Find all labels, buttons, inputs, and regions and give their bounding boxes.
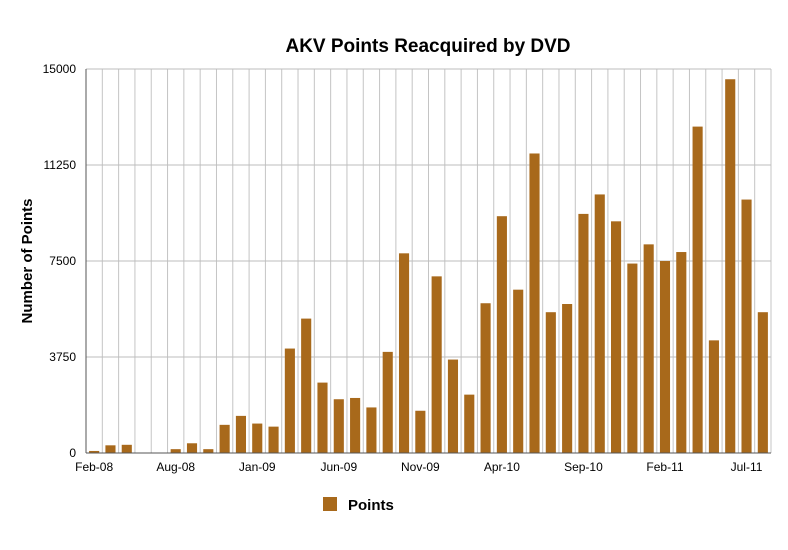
x-tick-label: Sep-10 bbox=[564, 460, 603, 474]
bar bbox=[170, 449, 181, 453]
y-tick-label: 7500 bbox=[49, 254, 76, 268]
bar bbox=[333, 399, 344, 453]
x-tick-label: Nov-09 bbox=[401, 460, 440, 474]
bars-layer bbox=[89, 79, 768, 454]
bar bbox=[496, 216, 507, 453]
bar bbox=[203, 449, 214, 453]
bar bbox=[415, 410, 426, 453]
bar bbox=[480, 303, 491, 453]
bar bbox=[382, 351, 393, 453]
bar bbox=[219, 424, 230, 453]
bar bbox=[757, 312, 768, 453]
bar bbox=[545, 312, 556, 453]
bar bbox=[708, 340, 719, 453]
x-tick-label: Jun-09 bbox=[320, 460, 357, 474]
bar bbox=[513, 289, 524, 453]
bar bbox=[627, 263, 638, 453]
bar bbox=[235, 415, 246, 453]
y-tick-label: 0 bbox=[69, 446, 76, 460]
bar bbox=[464, 394, 475, 453]
bar bbox=[398, 253, 410, 453]
bar bbox=[284, 348, 295, 453]
bar bbox=[431, 276, 442, 453]
chart-title: AKV Points Reacquired by DVD bbox=[285, 36, 570, 57]
bar bbox=[594, 194, 605, 453]
y-tick-label: 15000 bbox=[43, 62, 77, 76]
bar bbox=[447, 359, 459, 453]
bar bbox=[301, 318, 312, 453]
bar bbox=[529, 153, 540, 454]
x-tick-label: Jul-11 bbox=[731, 460, 763, 474]
bar bbox=[643, 244, 654, 453]
bar bbox=[562, 304, 573, 453]
bar bbox=[692, 126, 703, 453]
x-tick-label: Jan-09 bbox=[239, 460, 276, 474]
x-tick-label: Feb-11 bbox=[646, 460, 683, 474]
bar bbox=[121, 444, 132, 453]
bar bbox=[105, 445, 116, 453]
x-tick-label: Apr-10 bbox=[484, 460, 520, 474]
legend: Points bbox=[323, 497, 394, 514]
bar bbox=[350, 397, 361, 453]
y-tick-label: 3750 bbox=[49, 350, 76, 364]
bar bbox=[578, 213, 589, 453]
bar bbox=[725, 79, 736, 454]
bar bbox=[252, 423, 263, 453]
legend-label: Points bbox=[348, 497, 394, 514]
x-tick-label: Aug-08 bbox=[156, 460, 195, 474]
y-axis-label: Number of Points bbox=[19, 198, 36, 323]
bar bbox=[659, 261, 671, 453]
x-tick-label: Feb-08 bbox=[75, 460, 113, 474]
legend-swatch bbox=[323, 497, 337, 511]
bar bbox=[317, 382, 328, 453]
bar bbox=[89, 450, 100, 453]
y-tick-label: 11250 bbox=[44, 158, 77, 172]
axis-layer: 0 3750 7500 11250 15000 Feb-08 Aug-08 Jan-09 Jun… bbox=[43, 62, 771, 474]
bar bbox=[268, 426, 279, 453]
bar bbox=[676, 252, 687, 453]
grid-layer bbox=[85, 68, 772, 454]
bar bbox=[366, 407, 377, 453]
bar bbox=[741, 199, 752, 453]
bar bbox=[186, 443, 198, 453]
bar bbox=[611, 221, 622, 453]
